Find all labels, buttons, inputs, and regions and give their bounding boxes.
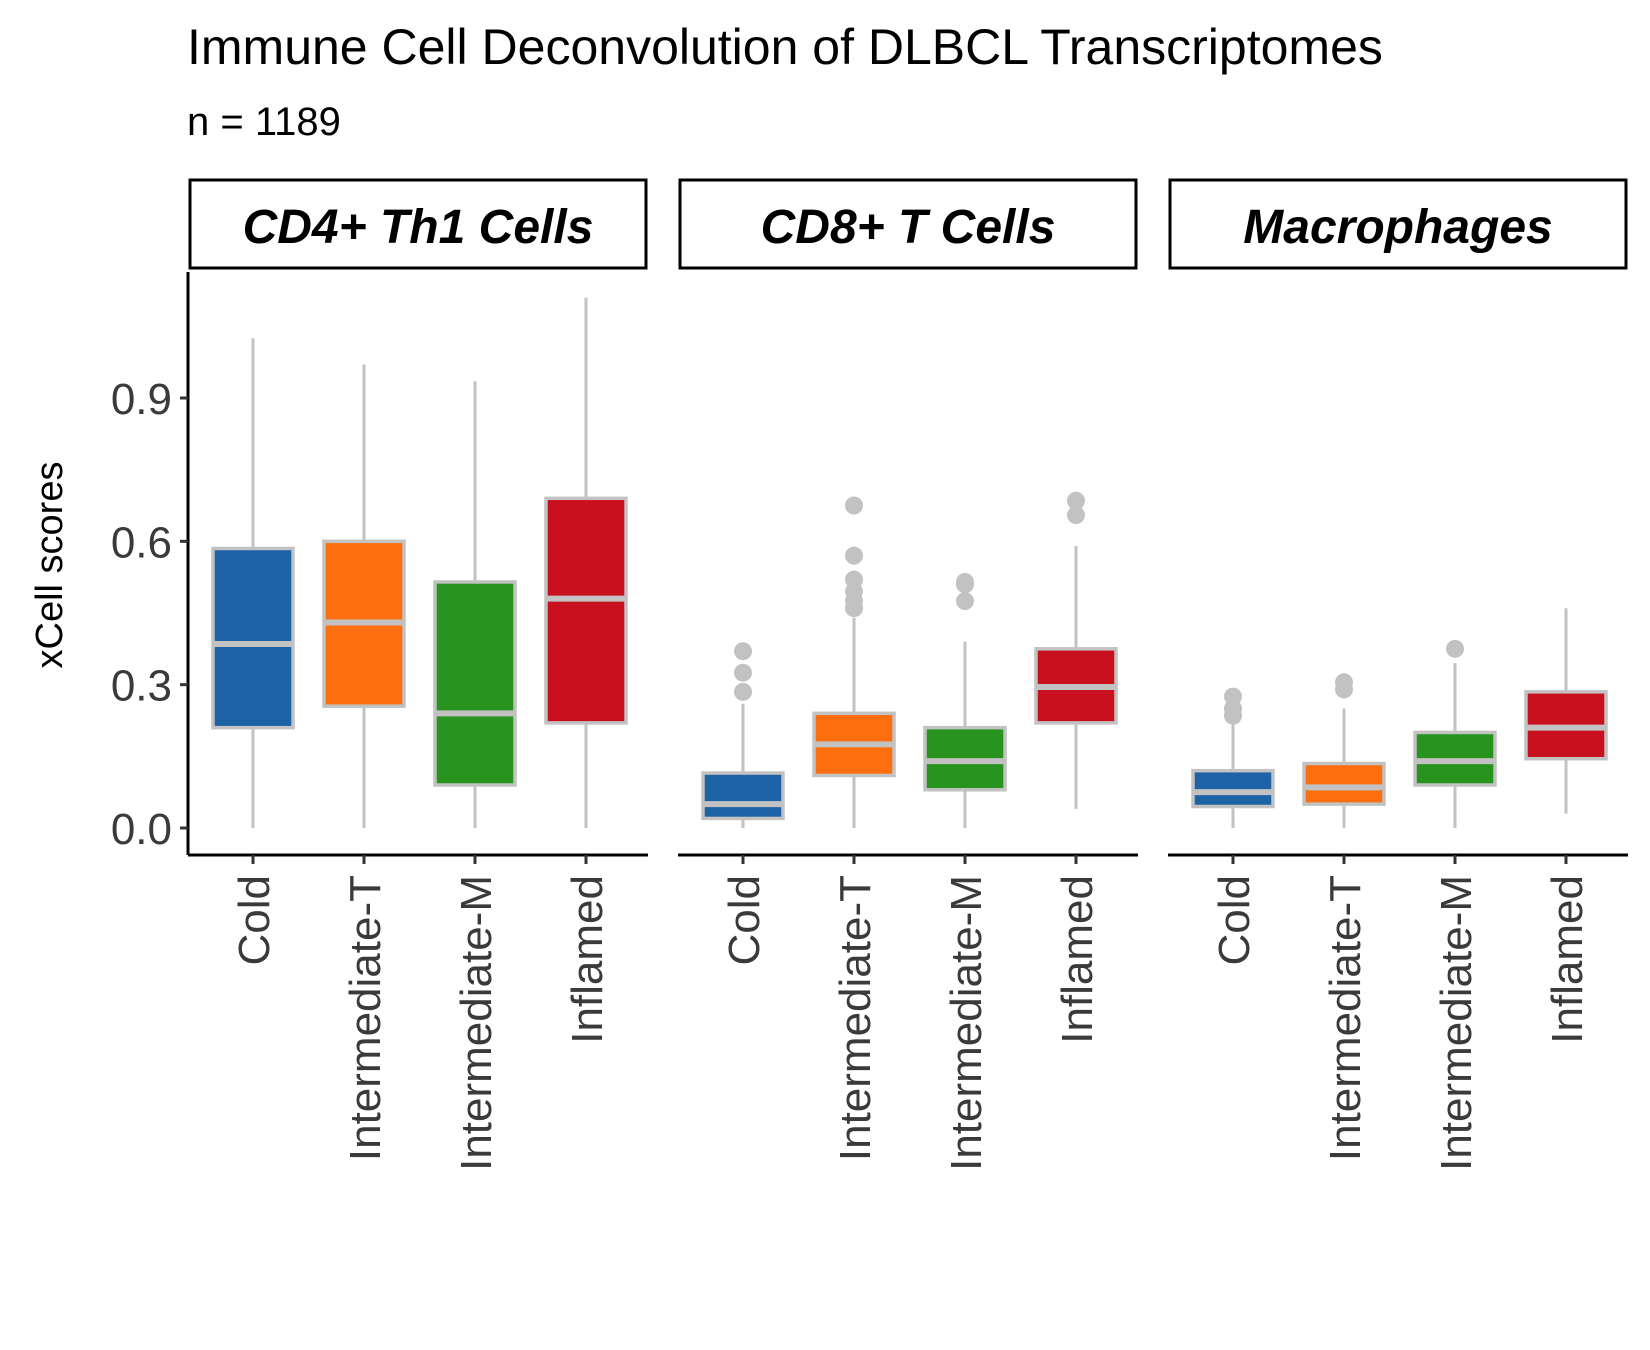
x-tick-label: Intermediate-T xyxy=(1321,875,1370,1161)
x-tick-label: Intermediate-M xyxy=(1432,875,1481,1171)
outlier-point xyxy=(1335,673,1353,692)
box xyxy=(701,771,785,821)
outlier-point xyxy=(734,642,752,661)
facet-panel xyxy=(1191,608,1608,828)
facet-strip-label: CD8+ T Cells xyxy=(761,201,1056,254)
x-tick-label: Intermediate-M xyxy=(452,875,501,1171)
box xyxy=(211,546,295,730)
x-tick-label: Inflamed xyxy=(1053,875,1102,1044)
x-tick-label: Cold xyxy=(720,875,769,966)
outlier-point xyxy=(845,546,863,565)
facet-strip-label: CD4+ Th1 Cells xyxy=(243,201,594,254)
plot-marks xyxy=(211,297,1608,828)
x-tick-label: Intermediate-T xyxy=(831,875,880,1161)
outlier-point xyxy=(956,572,974,591)
facet-panel xyxy=(701,491,1118,828)
outlier-point xyxy=(734,663,752,682)
outlier-point xyxy=(845,496,863,515)
chart-title: Immune Cell Deconvolution of DLBCL Trans… xyxy=(187,19,1383,75)
outlier-point xyxy=(1446,639,1464,658)
y-tick-label: 0.6 xyxy=(111,518,172,567)
outlier-point xyxy=(734,682,752,701)
facet-panel xyxy=(211,297,628,828)
box xyxy=(433,580,517,787)
facet-strip-label: Macrophages xyxy=(1243,201,1552,254)
chart-subtitle: n = 1189 xyxy=(187,100,341,144)
facet-strip-box xyxy=(1168,178,1628,270)
outlier-point xyxy=(845,570,863,589)
y-tick-label: 0.3 xyxy=(111,662,172,711)
x-tick-label: Intermediate-M xyxy=(942,875,991,1171)
box xyxy=(1302,761,1386,806)
box xyxy=(1191,768,1275,809)
outlier-point xyxy=(1224,687,1242,706)
box xyxy=(544,496,628,725)
x-tick-label: Cold xyxy=(230,875,279,966)
y-tick-label: 0.0 xyxy=(111,805,172,854)
outlier-point xyxy=(956,592,974,611)
axes: 0.0 0.3 0.6 0.9 Cold Intermediate-T Intermedia… xyxy=(111,272,1628,1171)
facet-strips: CD4+ Th1 Cells CD8+ T Cells Macrophages xyxy=(188,178,1628,270)
facet-strip-box xyxy=(188,178,648,270)
y-tick-label: 0.9 xyxy=(111,375,172,424)
facet-strip-box xyxy=(678,178,1138,270)
y-axis-label: xCell scores xyxy=(29,462,71,669)
x-tick-label: Intermediate-T xyxy=(341,875,390,1161)
outlier-point xyxy=(1067,506,1085,525)
x-tick-label: Inflamed xyxy=(563,875,612,1044)
x-tick-label: Inflamed xyxy=(1543,875,1592,1044)
outlier-point xyxy=(1067,491,1085,510)
x-tick-label: Cold xyxy=(1210,875,1259,966)
